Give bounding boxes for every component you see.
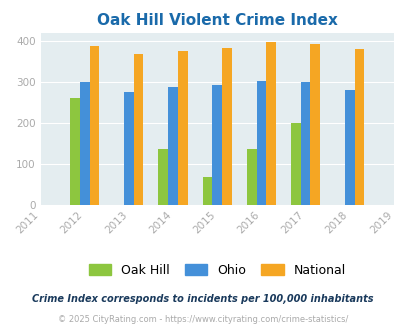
Text: © 2025 CityRating.com - https://www.cityrating.com/crime-statistics/: © 2025 CityRating.com - https://www.city… [58, 315, 347, 324]
Bar [168, 87, 177, 205]
Bar [309, 44, 319, 205]
Bar [124, 92, 133, 205]
Title: Oak Hill Violent Crime Index: Oak Hill Violent Crime Index [96, 13, 337, 28]
Legend: Oak Hill, Ohio, National: Oak Hill, Ohio, National [83, 259, 350, 282]
Bar [344, 90, 354, 205]
Text: Crime Index corresponds to incidents per 100,000 inhabitants: Crime Index corresponds to incidents per… [32, 294, 373, 304]
Bar [202, 177, 212, 205]
Bar [70, 98, 80, 205]
Bar [300, 82, 309, 205]
Bar [256, 81, 266, 205]
Bar [354, 50, 363, 205]
Bar [266, 42, 275, 205]
Bar [177, 50, 187, 205]
Bar [222, 48, 231, 205]
Bar [133, 54, 143, 205]
Bar [158, 149, 168, 205]
Bar [246, 149, 256, 205]
Bar [80, 82, 90, 205]
Bar [290, 123, 300, 205]
Bar [90, 47, 99, 205]
Bar [212, 85, 222, 205]
